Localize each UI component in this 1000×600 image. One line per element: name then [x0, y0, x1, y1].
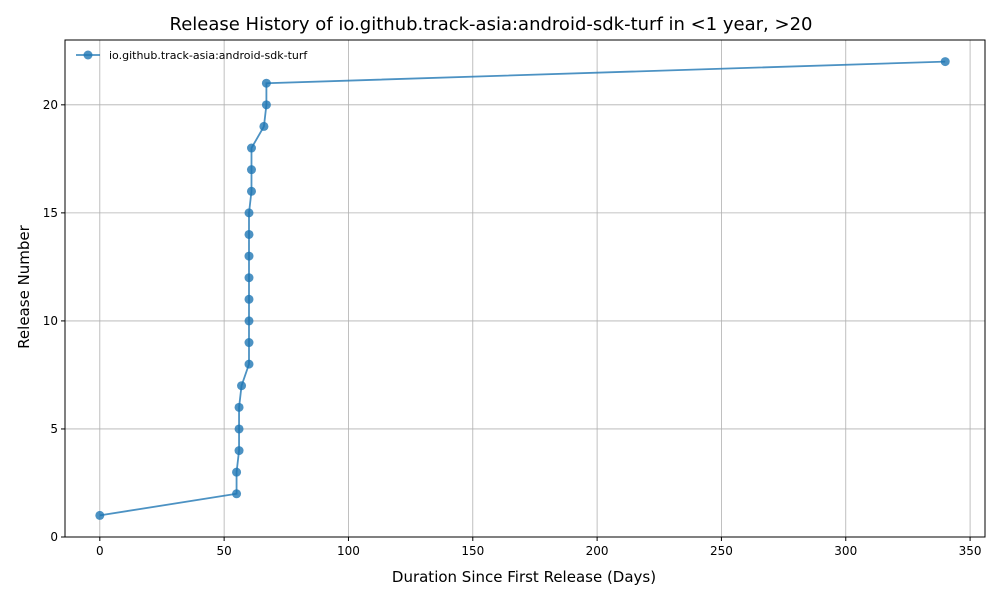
data-point — [234, 446, 244, 456]
data-point — [95, 510, 105, 520]
legend-marker — [83, 50, 93, 60]
x-tick-label: 0 — [96, 544, 104, 558]
data-point — [940, 57, 950, 67]
chart-title: Release History of io.github.track-asia:… — [170, 14, 813, 35]
data-point — [246, 165, 256, 175]
data-point — [234, 424, 244, 434]
data-point — [259, 121, 269, 131]
data-point — [244, 273, 254, 283]
tick-labels: 0 50 100 150 200 250 300 350 0 5 10 15 20 — [43, 98, 982, 558]
data-point — [244, 359, 254, 369]
series-layer — [95, 57, 950, 520]
data-point — [244, 208, 254, 218]
data-point — [244, 229, 254, 239]
data-point — [244, 251, 254, 261]
data-point — [261, 100, 271, 110]
y-tick-label: 10 — [43, 314, 58, 328]
x-tick-label: 250 — [710, 544, 733, 558]
x-axis-label: Duration Since First Release (Days) — [392, 568, 656, 586]
x-tick-label: 300 — [834, 544, 857, 558]
x-tick-label: 100 — [337, 544, 360, 558]
grid — [65, 40, 985, 538]
legend: io.github.track-asia:android-sdk-turf — [76, 49, 308, 62]
plot-frame — [64, 39, 986, 538]
y-tick-label: 15 — [43, 206, 58, 220]
x-tick-label: 200 — [586, 544, 609, 558]
legend-label: io.github.track-asia:android-sdk-turf — [109, 49, 308, 62]
data-point — [244, 316, 254, 326]
data-point — [232, 489, 242, 499]
y-axis-label: Release Number — [15, 224, 33, 348]
x-tick-label: 350 — [959, 544, 982, 558]
data-point — [244, 338, 254, 348]
data-point — [234, 402, 244, 412]
series-line — [99, 60, 946, 517]
y-tick-label: 5 — [50, 422, 58, 436]
data-point — [237, 381, 247, 391]
x-tick-label: 50 — [216, 544, 231, 558]
data-point — [232, 467, 242, 477]
y-tick-label: 0 — [50, 530, 58, 544]
data-point — [244, 294, 254, 304]
data-point — [261, 78, 271, 88]
x-tick-label: 150 — [461, 544, 484, 558]
data-point — [246, 186, 256, 196]
y-tick-label: 20 — [43, 98, 58, 112]
axes — [64, 39, 986, 538]
data-point — [246, 143, 256, 153]
